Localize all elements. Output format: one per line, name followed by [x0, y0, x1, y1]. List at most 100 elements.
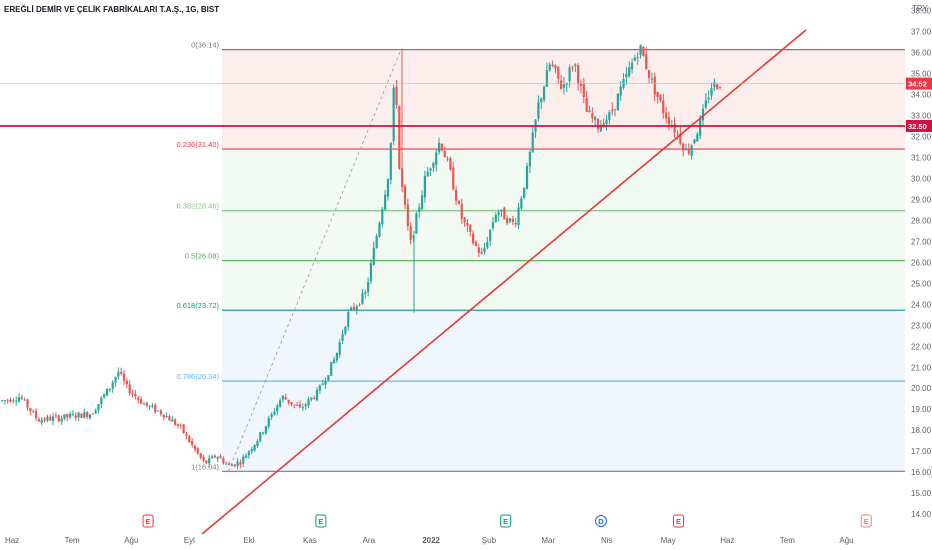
candle-body: [619, 86, 622, 96]
candle-body: [117, 371, 120, 377]
candle-body: [676, 132, 679, 134]
candle-body: [88, 414, 92, 419]
y-axis-tick-label: 18.00: [911, 426, 932, 435]
fib-zone-fill: [222, 381, 905, 472]
candle-body: [665, 112, 668, 119]
event-marker-letter: E: [318, 517, 323, 526]
price-badges-layer: 34.52 32.50: [906, 77, 932, 132]
candle-body: [401, 168, 404, 188]
candle-body: [298, 404, 302, 408]
candle-body: [653, 76, 656, 95]
candle-body: [406, 204, 409, 227]
candle-body: [594, 117, 597, 120]
y-axis-tick-label: 36.00: [911, 49, 932, 58]
candle-body: [449, 158, 452, 170]
y-axis-tick-label: 27.00: [911, 237, 932, 246]
candle-body: [625, 73, 628, 78]
candle-body: [273, 411, 276, 415]
candle-body: [701, 108, 705, 121]
y-axis-tick-label: 20.00: [911, 384, 932, 393]
candle-body: [418, 207, 421, 213]
fib-level-label: 0.382(28.46): [176, 202, 219, 211]
candle-body: [6, 399, 9, 401]
candle-body: [134, 394, 137, 397]
candle-body: [429, 168, 432, 171]
candle-body: [574, 64, 577, 67]
candle-body: [497, 212, 500, 216]
candle-body: [128, 384, 131, 394]
fib-level-label: 0(36.14): [191, 41, 219, 50]
candle-body: [103, 394, 106, 398]
candle-body: [293, 404, 296, 406]
y-axis-tick-label: 38.00: [911, 7, 932, 16]
y-axis-tick-label: 33.00: [911, 111, 932, 120]
candle-body: [480, 251, 483, 254]
candle-body: [191, 441, 194, 445]
candle-body: [3, 400, 6, 401]
candle-body: [284, 397, 287, 400]
candle-body: [718, 87, 722, 89]
candle-body: [154, 404, 157, 412]
candle-body: [437, 143, 441, 153]
y-axis-tick-label: 25.00: [911, 279, 932, 288]
support-price-badge-label: 32.50: [908, 122, 927, 131]
candle-body: [452, 167, 455, 190]
earnings-event-marker: [673, 514, 684, 528]
y-axis-tick-label: 34.00: [911, 91, 932, 100]
candle-body: [80, 413, 83, 418]
candle-body: [159, 410, 163, 415]
candle-body: [642, 46, 645, 57]
candle-body: [707, 97, 710, 100]
candle-body: [0, 400, 4, 402]
candle-body: [542, 86, 546, 100]
candle-body: [9, 399, 12, 402]
candle-body: [443, 150, 446, 158]
candle-body: [250, 449, 253, 452]
candle-body: [611, 109, 614, 112]
candle-body: [520, 198, 523, 209]
y-axis-tick-label: 19.00: [911, 405, 932, 414]
candle-body: [77, 412, 80, 418]
candle-body: [137, 397, 140, 400]
fib-level-label: 0.618(23.72): [176, 301, 219, 310]
candle-body: [528, 151, 531, 167]
candle-body: [236, 461, 239, 467]
candle-body: [313, 398, 316, 399]
candle-body: [318, 385, 321, 391]
candle-body: [148, 406, 151, 407]
candle-body: [54, 415, 58, 417]
candle-body: [142, 403, 146, 405]
candle-body: [486, 241, 489, 248]
x-axis-tick-label: Ağu: [124, 536, 138, 545]
candle-body: [494, 214, 497, 222]
candle-body: [51, 416, 55, 421]
candle-body: [460, 203, 463, 219]
y-axis-tick-label: 30.00: [911, 174, 932, 183]
candle-body: [213, 455, 216, 458]
candle-body: [321, 383, 324, 385]
x-axis-tick-label: May: [661, 536, 676, 545]
candle-body: [43, 418, 46, 421]
candle-body: [477, 247, 480, 254]
candle-body: [188, 436, 191, 443]
candle-body: [682, 143, 685, 151]
candle-body: [86, 412, 89, 417]
candle-body: [60, 418, 63, 422]
candle-body: [713, 82, 716, 88]
candle-body: [554, 65, 557, 69]
candle-body: [557, 66, 560, 79]
candle-body: [514, 222, 517, 225]
y-axis-tick-label: 21.00: [911, 363, 932, 372]
y-axis-tick-label: 32.00: [911, 132, 932, 141]
candle-body: [66, 413, 69, 418]
candle-body: [71, 414, 75, 416]
candle-body: [647, 70, 651, 78]
fib-level-label: 0.5(26.08): [185, 252, 220, 261]
candle-body: [352, 306, 356, 310]
candle-body: [548, 64, 551, 71]
candle-body: [151, 405, 154, 407]
candle-body: [636, 57, 639, 59]
candle-body: [392, 87, 395, 142]
